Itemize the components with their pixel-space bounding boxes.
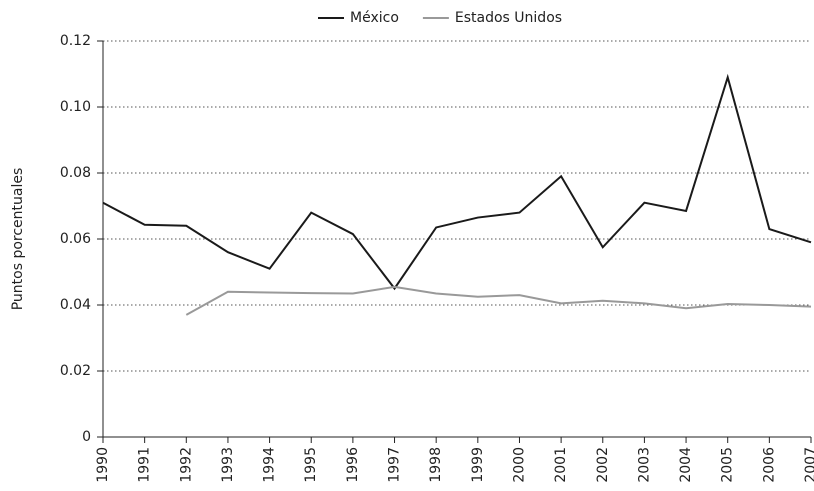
- x-tick-label: 2000: [511, 447, 527, 483]
- x-tick-label: 2001: [553, 447, 569, 483]
- x-tick-label: 2006: [761, 447, 777, 483]
- x-tick-label: 1993: [220, 447, 236, 483]
- x-tick-label: 2007: [803, 447, 814, 483]
- x-tick-label: 2002: [595, 447, 611, 483]
- legend-label: Estados Unidos: [455, 10, 562, 26]
- x-tick-label: 1991: [137, 447, 153, 483]
- x-tick-label: 1997: [387, 447, 403, 483]
- y-axis-label: Puntos porcentuales: [10, 168, 26, 311]
- x-tick-label: 1996: [345, 447, 361, 483]
- x-tick-label: 1995: [303, 447, 319, 483]
- x-tick-label: 1998: [428, 447, 444, 483]
- x-tick-label: 1992: [178, 447, 194, 483]
- y-tick-label: 0.04: [60, 297, 91, 313]
- series-line: [185, 285, 812, 316]
- y-tick-label: 0: [82, 429, 91, 445]
- x-tick-label: 2005: [720, 447, 736, 483]
- y-tick-label: 0.12: [60, 33, 91, 49]
- y-tick-label: 0.10: [60, 99, 91, 115]
- y-tick-label: 0.08: [60, 165, 91, 181]
- legend-label: México: [350, 10, 399, 26]
- y-tick-label: 0.02: [60, 363, 91, 379]
- x-tick-label: 1999: [470, 447, 486, 483]
- x-tick-label: 2003: [636, 447, 652, 483]
- x-tick-label: 1990: [95, 447, 111, 483]
- x-tick-label: 1994: [262, 447, 278, 483]
- series-line: [102, 73, 812, 291]
- x-tick-label: 2004: [678, 447, 694, 483]
- y-tick-label: 0.06: [60, 231, 91, 247]
